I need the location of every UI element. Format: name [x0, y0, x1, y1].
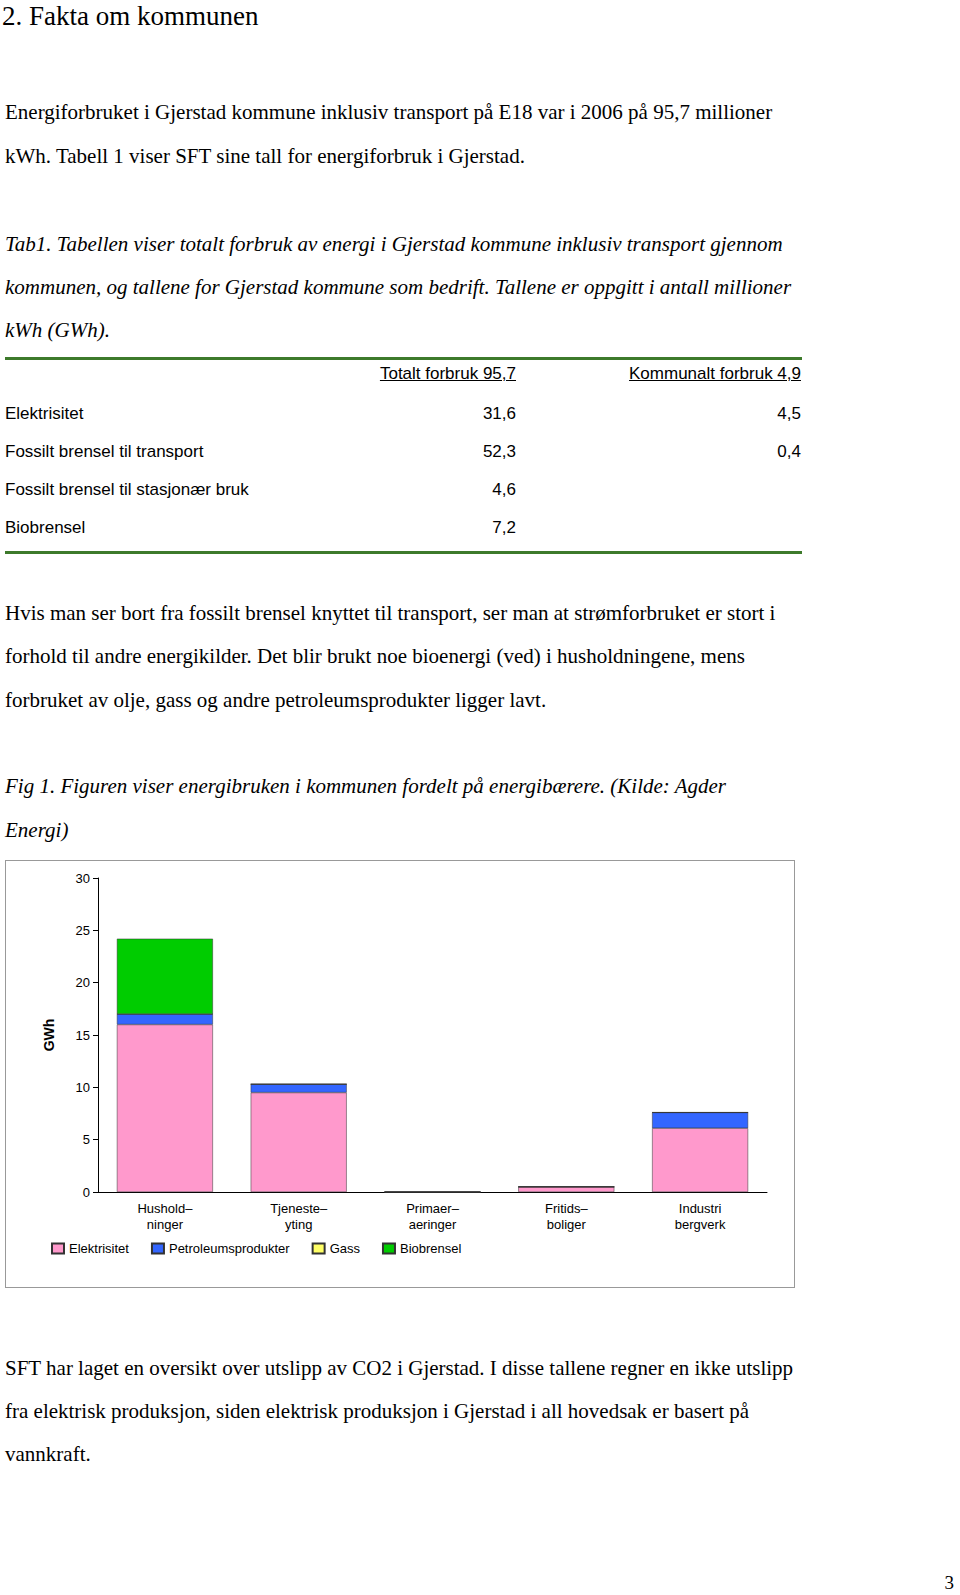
html-text:3: 3 [944, 1572, 954, 1593]
html-text:Fossilt brensel til transport: Fossilt brensel til transport [5, 442, 204, 461]
html-text:4,5: 4,5 [777, 404, 801, 423]
svg-text:Petroleumsprodukter: Petroleumsprodukter [169, 1241, 290, 1256]
svg-text:20: 20 [76, 975, 90, 990]
svg-text:5: 5 [83, 1132, 90, 1147]
html-text:kWh. Tabell 1 viser SFT sine t: kWh. Tabell 1 viser SFT sine tall for en… [5, 144, 525, 168]
html-text:0,4: 0,4 [777, 442, 801, 461]
html-text:Totalt forbruk 95,7: Totalt forbruk 95,7 [379, 364, 516, 383]
svg-text:Fritids–: Fritids– [545, 1201, 588, 1216]
svg-text:Gass: Gass [330, 1241, 361, 1256]
html-text:Biobrensel: Biobrensel [5, 518, 86, 537]
html-text:52,3: 52,3 [482, 442, 516, 461]
svg-text:Biobrensel: Biobrensel [400, 1241, 462, 1256]
svg-text:30: 30 [76, 871, 90, 886]
svg-text:ninger: ninger [147, 1217, 184, 1232]
svg-text:yting: yting [285, 1217, 312, 1232]
html-text:Elektrisitet: Elektrisitet [5, 404, 84, 423]
svg-text:boliger: boliger [547, 1217, 587, 1232]
html-text:Fig 1. Figuren viser energibru: Fig 1. Figuren viser energibruken i komm… [5, 774, 726, 798]
svg-text:10: 10 [76, 1080, 90, 1095]
svg-text:Hushold–: Hushold– [137, 1201, 193, 1216]
html-text:fra elektrisk produksjon, side: fra elektrisk produksjon, siden elektris… [5, 1399, 750, 1423]
svg-text:aeringer: aeringer [409, 1217, 457, 1232]
html-text:vannkraft.: vannkraft. [5, 1442, 91, 1466]
html-text:Energiforbruket i Gjerstad kom: Energiforbruket i Gjerstad kommune inklu… [5, 100, 773, 124]
html-text:Fossilt brensel til stasjonær: Fossilt brensel til stasjonær bruk [5, 480, 249, 499]
svg-text:GWh: GWh [41, 1019, 57, 1052]
html-text:Tab1. Tabellen viser totalt fo: Tab1. Tabellen viser totalt forbruk av e… [5, 232, 783, 256]
html-text:kommunen, og tallene for Gjers: kommunen, og tallene for Gjerstad kommun… [5, 275, 792, 299]
svg-text:Primaer–: Primaer– [406, 1201, 460, 1216]
svg-text:Industri: Industri [679, 1201, 722, 1216]
html-text:7,2: 7,2 [492, 518, 516, 537]
html-text:31,6: 31,6 [482, 404, 516, 423]
svg-text:25: 25 [76, 923, 90, 938]
html-text:2. Fakta om kommunen: 2. Fakta om kommunen [2, 1, 259, 31]
svg-text:bergverk: bergverk [675, 1217, 726, 1232]
html-text:Hvis man ser bort fra fossilt: Hvis man ser bort fra fossilt brensel kn… [5, 601, 776, 625]
svg-text:Tjeneste–: Tjeneste– [270, 1201, 328, 1216]
html-text:4,6: 4,6 [492, 480, 516, 499]
svg-text:0: 0 [83, 1185, 90, 1200]
html-text:forhold til andre energikilder: forhold til andre energikilder. Det blir… [5, 644, 745, 668]
html-text:Energi): Energi) [5, 818, 69, 842]
html-text:SFT har laget en oversikt over: SFT har laget en oversikt over utslipp a… [5, 1356, 794, 1380]
html-text:kWh (GWh).: kWh (GWh). [5, 318, 110, 342]
html-text:Kommunalt forbruk 4,9: Kommunalt forbruk 4,9 [629, 364, 801, 383]
svg-text:15: 15 [76, 1028, 90, 1043]
svg-text:Elektrisitet: Elektrisitet [69, 1241, 129, 1256]
html-text:forbruket av olje, gass og and: forbruket av olje, gass og andre petrole… [5, 688, 547, 712]
